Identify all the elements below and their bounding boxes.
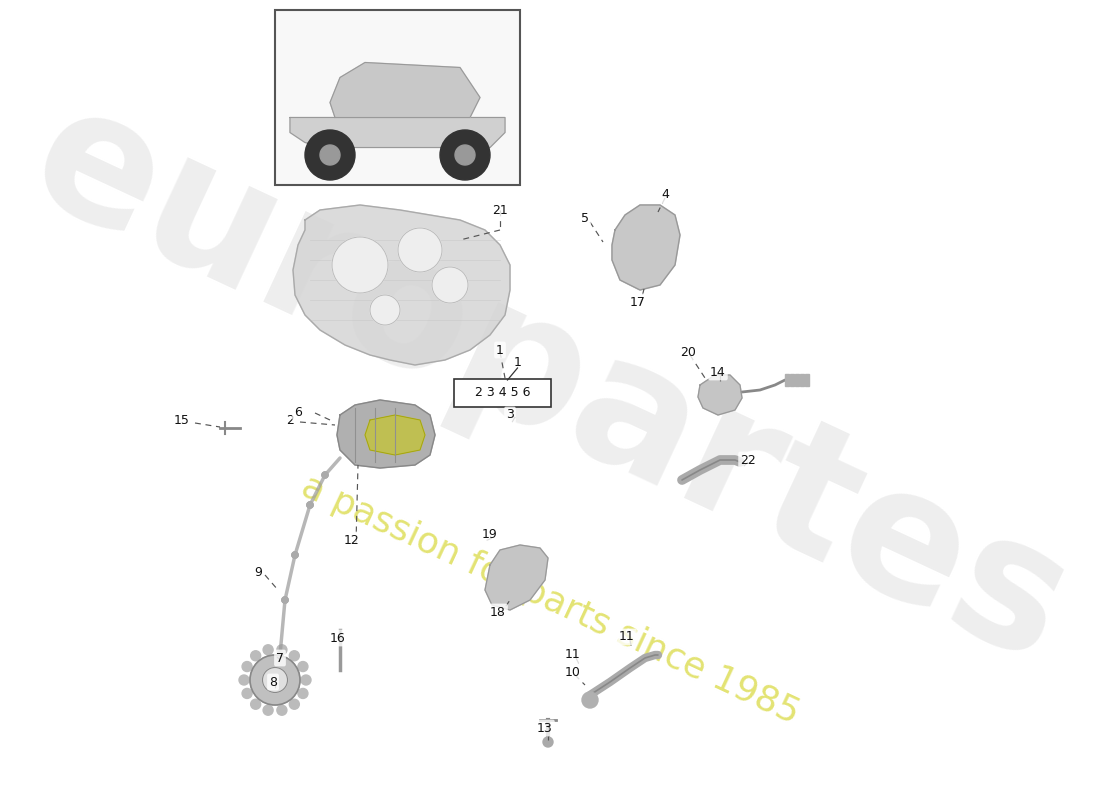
Circle shape — [305, 130, 355, 180]
Circle shape — [292, 552, 298, 558]
Circle shape — [282, 597, 288, 603]
Circle shape — [322, 472, 328, 478]
Text: 2 3 4 5 6: 2 3 4 5 6 — [475, 386, 530, 399]
Circle shape — [320, 145, 340, 165]
Text: 13: 13 — [537, 722, 553, 734]
Circle shape — [277, 652, 283, 658]
Circle shape — [277, 652, 283, 658]
Circle shape — [543, 737, 553, 747]
Polygon shape — [293, 205, 510, 365]
Polygon shape — [290, 118, 505, 147]
Circle shape — [440, 130, 490, 180]
Text: 11: 11 — [619, 630, 635, 643]
Text: 11: 11 — [565, 649, 581, 662]
Text: 19: 19 — [482, 529, 498, 542]
Circle shape — [277, 645, 287, 654]
Circle shape — [307, 502, 314, 508]
Polygon shape — [365, 415, 425, 455]
Circle shape — [289, 650, 299, 661]
Circle shape — [282, 597, 288, 603]
Text: 7: 7 — [276, 651, 284, 665]
Text: 1: 1 — [514, 355, 521, 369]
Circle shape — [251, 650, 261, 661]
Circle shape — [239, 675, 249, 685]
Bar — [790, 374, 794, 386]
Circle shape — [250, 655, 300, 705]
Bar — [275, 10, 520, 185]
Text: 8: 8 — [270, 675, 277, 689]
Text: 17: 17 — [630, 295, 646, 309]
Text: 22: 22 — [740, 454, 756, 466]
Polygon shape — [612, 205, 680, 290]
Text: 4: 4 — [661, 189, 669, 202]
Text: 2: 2 — [286, 414, 294, 426]
Text: 20: 20 — [680, 346, 696, 358]
Text: 3: 3 — [506, 409, 514, 422]
Circle shape — [263, 667, 287, 693]
Circle shape — [307, 502, 314, 508]
Circle shape — [277, 652, 283, 658]
FancyBboxPatch shape — [454, 379, 551, 407]
Circle shape — [277, 706, 287, 715]
Circle shape — [289, 699, 299, 710]
Polygon shape — [330, 62, 480, 118]
Circle shape — [332, 237, 388, 293]
Circle shape — [292, 552, 298, 558]
Circle shape — [263, 706, 273, 715]
Bar — [785, 374, 789, 386]
Circle shape — [322, 472, 328, 478]
Text: 10: 10 — [565, 666, 581, 678]
Circle shape — [251, 699, 261, 710]
Text: 21: 21 — [492, 203, 508, 217]
Text: 14: 14 — [711, 366, 726, 378]
Bar — [795, 374, 799, 386]
Circle shape — [322, 472, 328, 478]
Text: 9: 9 — [254, 566, 262, 578]
Polygon shape — [698, 375, 742, 415]
Polygon shape — [485, 545, 548, 610]
Circle shape — [263, 645, 273, 654]
Text: 15: 15 — [174, 414, 190, 426]
Text: a passion for parts since 1985: a passion for parts since 1985 — [296, 470, 804, 730]
Text: 5: 5 — [581, 211, 589, 225]
Circle shape — [292, 552, 298, 558]
Circle shape — [277, 652, 283, 658]
Text: 1: 1 — [496, 343, 504, 357]
Text: 16: 16 — [330, 631, 345, 645]
Circle shape — [307, 502, 314, 508]
Circle shape — [370, 295, 400, 325]
Circle shape — [432, 267, 468, 303]
Bar — [800, 374, 804, 386]
Circle shape — [298, 689, 308, 698]
Bar — [805, 374, 808, 386]
Circle shape — [242, 662, 252, 671]
Circle shape — [307, 502, 314, 508]
Circle shape — [301, 675, 311, 685]
Polygon shape — [337, 400, 434, 468]
Circle shape — [282, 597, 288, 603]
Circle shape — [298, 662, 308, 671]
Text: europartes: europartes — [6, 67, 1094, 701]
Circle shape — [398, 228, 442, 272]
Text: 12: 12 — [344, 534, 360, 546]
Text: 18: 18 — [491, 606, 506, 618]
Circle shape — [455, 145, 475, 165]
Text: 6: 6 — [294, 406, 301, 418]
Circle shape — [242, 689, 252, 698]
Circle shape — [582, 692, 598, 708]
Circle shape — [292, 552, 298, 558]
Circle shape — [282, 597, 288, 603]
